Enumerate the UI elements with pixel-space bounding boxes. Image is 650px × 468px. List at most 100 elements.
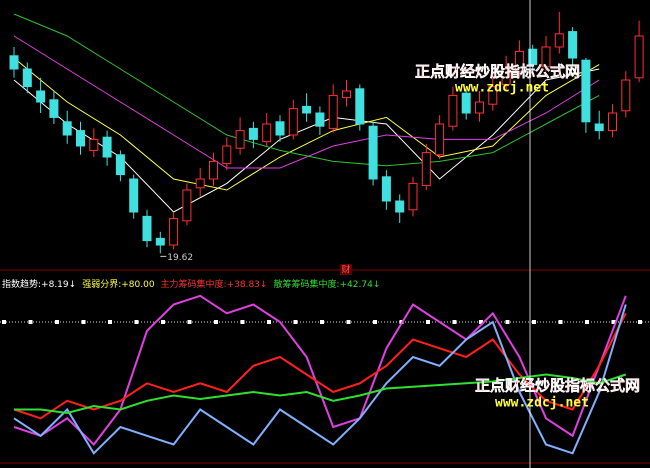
threshold-dot [585,320,589,324]
candle-body [528,48,538,66]
moving-average [13,35,600,169]
candle-body [248,127,258,140]
candle-body [342,90,351,99]
header-label: 主力筹码集中度: [161,278,227,290]
threshold-dot [320,320,324,324]
candle-body [541,46,551,68]
candle-body [634,35,644,79]
marker-box [340,264,352,275]
candle-body [554,33,564,48]
candle-body [435,123,445,156]
candle-body [142,215,152,242]
candle-body [288,108,298,136]
candle-body [36,90,46,103]
candle-body [62,121,72,136]
threshold-dot [108,320,112,324]
candle-body [102,136,112,158]
candle-body [381,176,391,202]
indicator-line [13,294,627,447]
candle-body [328,94,338,129]
header-arrow: ↓ [260,280,268,290]
candle-body [262,123,272,143]
threshold-dot [558,320,563,324]
candle-body [155,237,165,246]
candle-body [594,123,604,132]
candle-body [368,125,378,180]
indicator-line [13,312,627,420]
candle-body [22,68,32,88]
watermark-title: 正点财经炒股指标公式网 [415,63,580,81]
threshold-dot [214,320,218,324]
header-label: 指数趋势: [2,278,41,290]
candle-body [608,112,617,132]
threshold-dot [267,320,271,324]
threshold-dot [479,320,483,324]
moving-average [13,57,600,191]
low-label: 19.62 [167,253,193,263]
candle-body [475,101,484,114]
candle-body [395,200,405,213]
header-arrow: ↓ [373,280,381,290]
candle-body [315,112,325,127]
header-label: 散筹筹码集中度: [273,278,339,290]
threshold-dot [611,320,616,324]
candle-body [235,130,245,149]
candle-body [355,88,365,125]
threshold-dot [638,320,642,324]
candle-body [302,105,312,114]
candle-body [89,138,99,151]
threshold-dot [187,320,192,324]
watermark: 正点财经炒股指标公式网 www.zdcj.net [475,376,640,411]
watermark: 正点财经炒股指标公式网 www.zdcj.net [415,62,580,96]
threshold-dot [532,320,536,324]
indicator-header: 指数趋势:+8.19↓ 强弱分界:+80.00 主力筹码集中度:+38.83↓ 散筹筹… [2,278,380,290]
threshold-dot [293,320,298,324]
threshold-dot [55,320,59,324]
threshold-dot [346,320,351,324]
watermark-title: 正点财经炒股指标公式网 [475,377,640,395]
price-panel: 19.62 财 [9,11,644,276]
candle-body [9,55,19,70]
indicator-line [14,373,627,415]
candle-body [421,152,431,187]
candle-body [408,182,418,211]
header-value: +42.74 [340,280,374,290]
candle-body [621,79,631,112]
candle-body [209,160,218,180]
indicator-panel [0,294,650,455]
candle-body [501,68,511,85]
threshold-dot [81,320,86,324]
threshold-dot [161,320,165,324]
threshold-dot [134,320,139,324]
candle-body [115,154,125,176]
header-arrow: ↓ [69,280,77,290]
threshold-dot [452,320,457,324]
header-value: +8.19 [41,280,69,290]
candle-body [581,59,591,123]
watermark-url: www.zdcj.net [455,81,549,96]
indicator-line [13,304,627,455]
threshold-dot [426,320,430,324]
header-value: +80.00 [121,280,155,290]
threshold-dot [2,320,6,324]
header-label: 强弱分界: [82,279,121,290]
candle-body [182,189,192,222]
candle-body [568,31,578,59]
marker: 财 [341,264,350,276]
candle-body [461,92,471,114]
threshold-dot [505,320,510,324]
candle-body [275,121,285,136]
candle-body [129,178,139,213]
candle-body [222,145,232,165]
moving-average [13,13,600,167]
candle-body [488,86,498,105]
candle-body [448,94,458,127]
candle-body [76,130,85,147]
threshold-dot [28,320,33,324]
candle-body [514,50,524,72]
candle-body [195,178,205,189]
threshold-dot [240,320,245,324]
watermark-url: www.zdcj.net [495,396,589,411]
header-value: +38.83 [227,280,260,290]
